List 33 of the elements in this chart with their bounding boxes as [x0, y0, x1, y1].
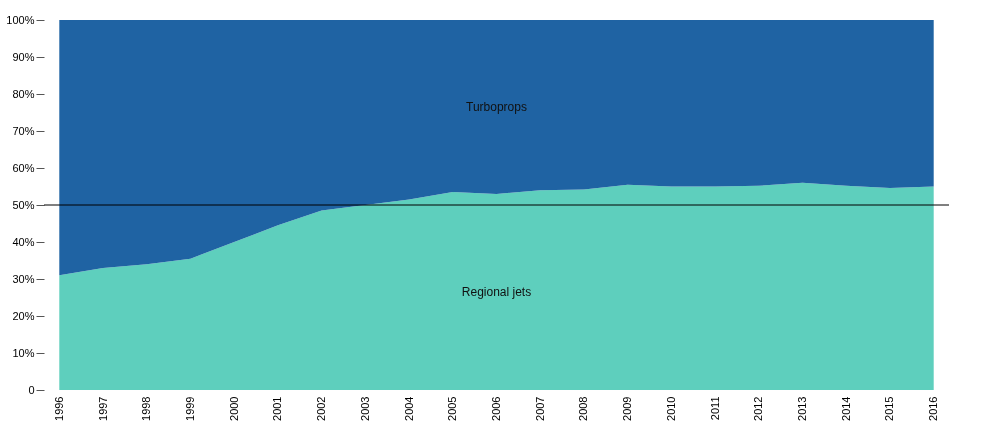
y-tick-label: 30%	[12, 272, 35, 285]
x-tick-label: 2004	[402, 396, 415, 421]
y-tick-label: 100%	[6, 13, 35, 26]
y-tick-label: 40%	[12, 235, 35, 248]
x-tick-label: 2000	[227, 396, 240, 421]
x-tick-label: 2006	[490, 396, 502, 421]
series-label: Turboprops	[466, 99, 527, 114]
y-tick-label: 0	[28, 383, 35, 396]
x-tick-label: 2005	[446, 396, 459, 421]
x-tick-label: 2013	[796, 396, 809, 421]
x-tick-label: 2007	[533, 396, 546, 421]
x-tick-label: 2010	[664, 396, 677, 421]
x-tick-label: 1998	[140, 396, 153, 421]
x-tick-label: 2009	[621, 396, 634, 421]
x-tick-label: 1996	[52, 396, 65, 421]
x-tick-label: 2003	[358, 396, 371, 421]
y-tick-label: 20%	[12, 309, 35, 322]
x-tick-label: 2012	[752, 396, 765, 421]
y-tick-label: 50%	[12, 198, 35, 211]
y-tick-label: 10%	[12, 346, 35, 359]
x-tick-label: 2008	[577, 396, 590, 421]
y-tick-label: 80%	[12, 87, 35, 100]
x-tick-label: 1997	[96, 396, 109, 421]
y-tick-label: 70%	[12, 124, 35, 137]
x-tick-label: 2014	[839, 396, 852, 421]
x-tick-label: 2015	[883, 396, 896, 421]
x-tick-label: 2016	[927, 396, 940, 421]
x-tick-label: 2011	[708, 396, 721, 421]
x-tick-label: 2002	[315, 396, 328, 421]
x-tick-label: 2001	[271, 396, 284, 421]
y-tick-label: 90%	[12, 50, 35, 63]
y-tick-label: 60%	[12, 161, 35, 174]
x-tick-label: 1999	[183, 396, 196, 421]
